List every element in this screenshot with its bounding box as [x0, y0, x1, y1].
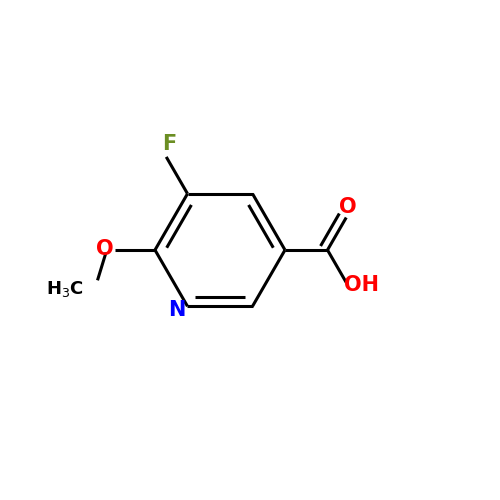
Text: F: F [162, 134, 176, 154]
Text: N: N [168, 300, 185, 320]
Text: OH: OH [344, 275, 379, 295]
Text: O: O [96, 239, 114, 259]
Text: O: O [339, 196, 356, 216]
Text: H$_3$C: H$_3$C [46, 280, 84, 299]
